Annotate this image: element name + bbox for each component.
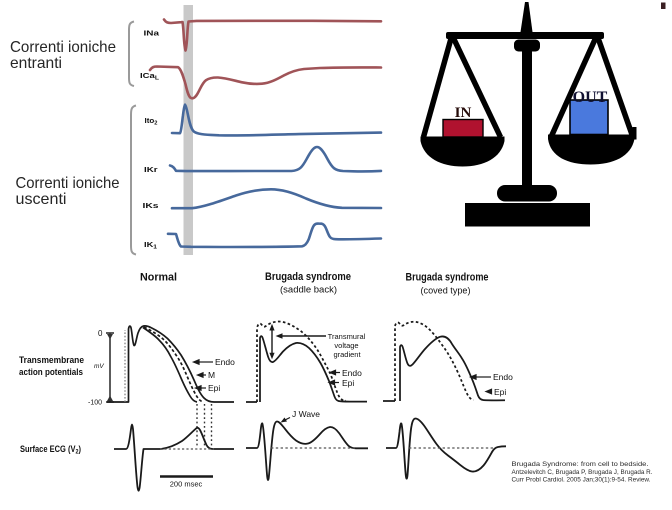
svg-text:M: M: [208, 370, 215, 380]
svg-text:Correnti ioniche: Correnti ioniche: [10, 39, 116, 56]
svg-text:Epi: Epi: [208, 383, 220, 393]
svg-text:INa: INa: [144, 31, 160, 38]
svg-text:Ito2: Ito2: [145, 118, 158, 127]
svg-text:mV: mV: [94, 363, 104, 370]
svg-text:Transmural: Transmural: [328, 332, 366, 341]
svg-text:Brugada syndrome: Brugada syndrome: [265, 271, 351, 283]
svg-text:(coved type): (coved type): [421, 286, 471, 296]
svg-text:Correnti ioniche: Correnti ioniche: [16, 175, 120, 192]
svg-text:uscenti: uscenti: [16, 191, 67, 208]
svg-text:IKs: IKs: [143, 203, 159, 210]
svg-text:Surface ECG (V2): Surface ECG (V2): [20, 444, 81, 456]
svg-text:Endo: Endo: [493, 372, 513, 382]
svg-text:Curr Probl Cardiol. 2005 Jan;3: Curr Probl Cardiol. 2005 Jan;30(1):9-54.…: [512, 477, 651, 484]
svg-text:Endo: Endo: [342, 368, 362, 378]
svg-text:voltage: voltage: [334, 341, 358, 350]
svg-text:action potentials: action potentials: [19, 367, 83, 377]
svg-text:IN: IN: [455, 105, 472, 121]
svg-text:OUT: OUT: [573, 89, 608, 106]
svg-text:gradient: gradient: [333, 350, 361, 359]
svg-text:200 msec: 200 msec: [170, 480, 203, 489]
svg-text:Normal: Normal: [140, 272, 177, 284]
svg-text:IKr: IKr: [144, 167, 158, 174]
svg-text:Transmembrane: Transmembrane: [19, 355, 84, 365]
svg-text:entranti: entranti: [10, 55, 62, 72]
svg-text:Brugada Syndrome: from cell to: Brugada Syndrome: from cell to bedside.: [512, 461, 649, 468]
svg-text:Antzelevitch C, Brugada P, Bru: Antzelevitch C, Brugada P, Brugada J, Br…: [512, 469, 653, 476]
svg-text:Epi: Epi: [494, 387, 506, 397]
svg-text:IK1: IK 1: [144, 242, 157, 251]
svg-text:(saddle back): (saddle back): [280, 285, 337, 295]
svg-text:0: 0: [98, 329, 103, 338]
svg-text:-100: -100: [88, 400, 102, 407]
svg-text:Epi: Epi: [342, 378, 354, 388]
svg-text:Brugada syndrome: Brugada syndrome: [406, 272, 489, 284]
svg-text:J Wave: J Wave: [292, 409, 320, 419]
svg-text:Endo: Endo: [215, 357, 235, 367]
